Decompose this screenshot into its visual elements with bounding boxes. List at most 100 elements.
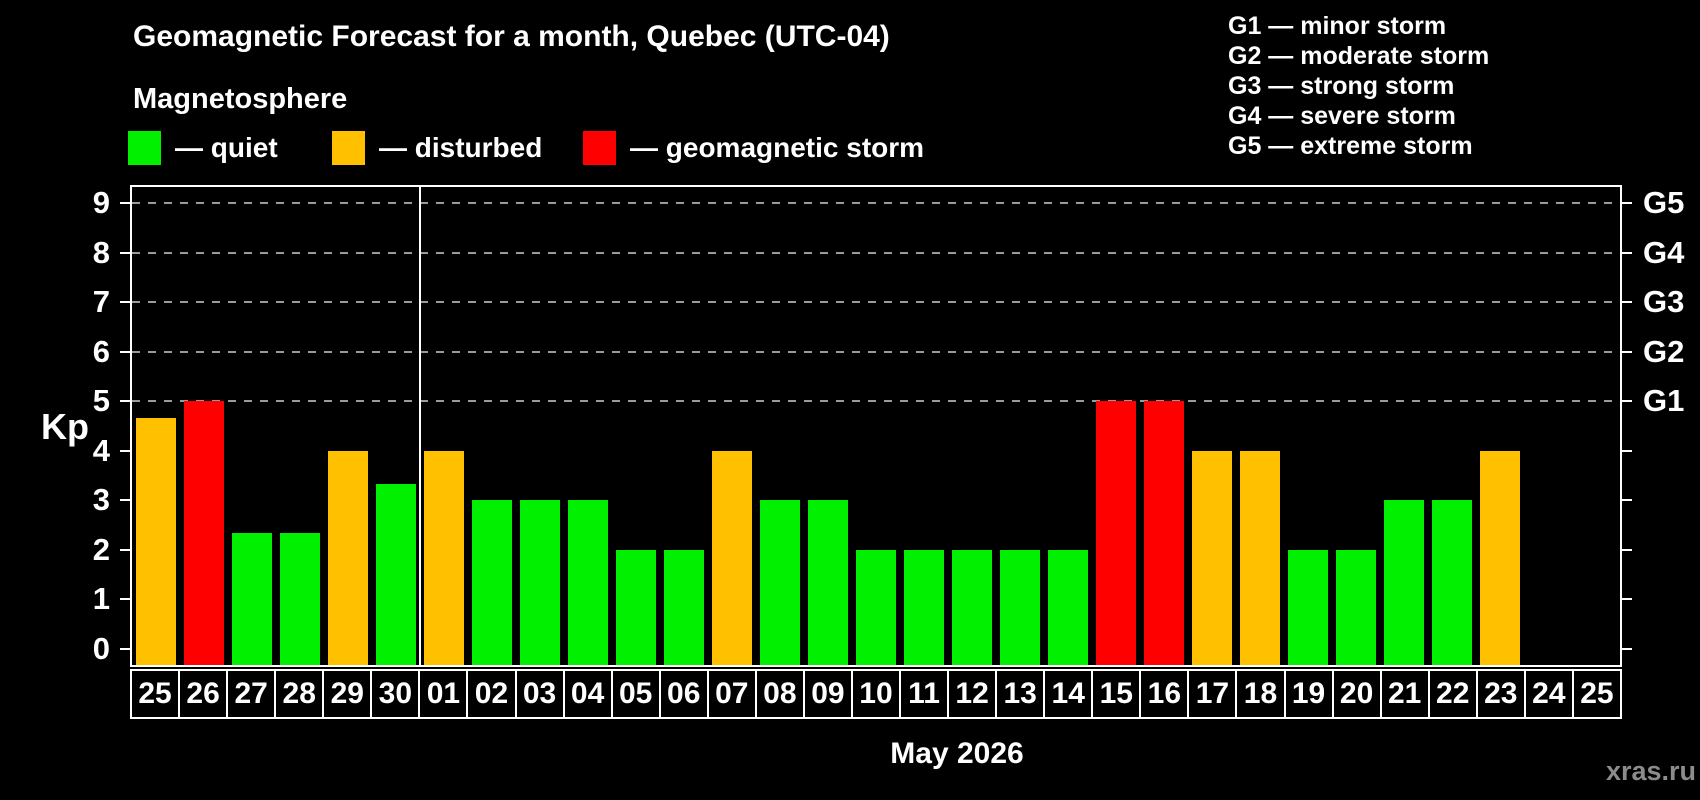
y-tick-left-5 bbox=[120, 400, 130, 403]
y-tick-left-7 bbox=[120, 301, 130, 304]
gridline-kp7 bbox=[132, 301, 1620, 304]
legend-item-geomagnetic-storm: — geomagnetic storm bbox=[583, 131, 924, 165]
kp-bar-26 bbox=[184, 401, 224, 665]
y-tick-left-8 bbox=[120, 251, 130, 254]
legend-label-disturbed: — disturbed bbox=[379, 132, 543, 163]
kp-bar-22 bbox=[1432, 500, 1472, 665]
y-tick-left-2 bbox=[120, 548, 130, 551]
kp-bar-06 bbox=[664, 549, 704, 665]
legend-label-quiet: — quiet bbox=[175, 132, 278, 163]
kp-bar-19 bbox=[1288, 549, 1328, 665]
g-level-label-G5: G5 bbox=[1643, 185, 1685, 221]
date-cell-27: 27 bbox=[226, 669, 277, 719]
kp-bar-14 bbox=[1048, 549, 1088, 665]
g-scale-legend-line: G2 — moderate storm bbox=[1228, 42, 1490, 70]
kp-bar-29 bbox=[328, 450, 368, 665]
date-cell-24: 24 bbox=[1523, 669, 1574, 719]
date-cell-20: 20 bbox=[1331, 669, 1382, 719]
date-cell-16: 16 bbox=[1139, 669, 1190, 719]
kp-bar-30 bbox=[376, 483, 416, 665]
date-cell-26: 26 bbox=[178, 669, 229, 719]
y-tick-left-6 bbox=[120, 350, 130, 353]
date-cell-11: 11 bbox=[899, 669, 950, 719]
legend-item-disturbed: — disturbed bbox=[332, 131, 542, 165]
y-tick-left-3 bbox=[120, 499, 130, 502]
legend-label-geomagnetic-storm: — geomagnetic storm bbox=[630, 132, 925, 163]
date-cell-08: 08 bbox=[754, 669, 805, 719]
y-tick-right-6 bbox=[1622, 350, 1632, 353]
date-cell-03: 03 bbox=[514, 669, 565, 719]
date-cell-15: 15 bbox=[1091, 669, 1142, 719]
y-tick-right-2 bbox=[1622, 548, 1632, 551]
g-scale-legend-line: G4 — severe storm bbox=[1228, 102, 1456, 130]
y-tick-right-3 bbox=[1622, 499, 1632, 502]
y-tick-left-4 bbox=[120, 449, 130, 452]
date-axis: 25 26 27 28 29 30 01 02 03 04 05 06 07 08 09 10 11 12 13 14… bbox=[130, 669, 1622, 719]
date-cell-22: 22 bbox=[1427, 669, 1478, 719]
date-cell-19: 19 bbox=[1283, 669, 1334, 719]
month-label: May 2026 bbox=[890, 737, 1024, 770]
date-cell-28: 28 bbox=[274, 669, 325, 719]
legend-swatch-geomagnetic-storm bbox=[583, 131, 616, 165]
watermark: xras.ru bbox=[1605, 756, 1696, 786]
month-separator-line bbox=[419, 187, 421, 665]
kp-bar-23 bbox=[1480, 450, 1520, 665]
legend-swatch-disturbed bbox=[332, 131, 365, 165]
kp-bar-07 bbox=[712, 450, 752, 665]
g-level-label-G4: G4 bbox=[1643, 234, 1685, 270]
date-cell-25: 25 bbox=[130, 669, 181, 719]
kp-bar-04 bbox=[568, 500, 608, 665]
date-cell-04: 04 bbox=[562, 669, 613, 719]
date-cell-02: 02 bbox=[466, 669, 517, 719]
date-cell-05: 05 bbox=[610, 669, 661, 719]
g-level-label-G3: G3 bbox=[1643, 284, 1685, 320]
kp-bar-11 bbox=[904, 549, 944, 665]
gridline-kp5 bbox=[132, 400, 1620, 403]
g-scale-legend-line: G3 — strong storm bbox=[1228, 72, 1455, 100]
kp-bar-16 bbox=[1144, 401, 1184, 665]
kp-bar-08 bbox=[760, 500, 800, 665]
y-tick-label-8: 8 bbox=[92, 234, 110, 270]
y-tick-right-0 bbox=[1622, 647, 1632, 650]
kp-bar-02 bbox=[472, 500, 512, 665]
y-tick-left-9 bbox=[120, 202, 130, 205]
g-level-label-G2: G2 bbox=[1643, 333, 1685, 369]
legend-swatch-quiet bbox=[128, 131, 161, 165]
y-tick-label-4: 4 bbox=[92, 432, 110, 468]
date-cell-01: 01 bbox=[418, 669, 469, 719]
kp-bar-28 bbox=[280, 533, 320, 665]
gridline-kp9 bbox=[132, 202, 1620, 205]
kp-bar-15 bbox=[1096, 401, 1136, 665]
y-tick-label-7: 7 bbox=[92, 284, 110, 320]
date-cell-12: 12 bbox=[947, 669, 998, 719]
g-scale-legend-line: G5 — extreme storm bbox=[1228, 132, 1473, 160]
date-cell-17: 17 bbox=[1187, 669, 1238, 719]
y-tick-label-9: 9 bbox=[92, 185, 110, 221]
y-tick-right-7 bbox=[1622, 301, 1632, 304]
date-cell-06: 06 bbox=[658, 669, 709, 719]
date-cell-30: 30 bbox=[370, 669, 421, 719]
y-tick-label-5: 5 bbox=[92, 383, 110, 419]
y-tick-label-3: 3 bbox=[92, 482, 110, 518]
plot-inner bbox=[132, 187, 1620, 665]
g-level-label-G1: G1 bbox=[1643, 383, 1685, 419]
kp-bar-09 bbox=[808, 500, 848, 665]
y-tick-label-6: 6 bbox=[92, 333, 110, 369]
y-tick-left-0 bbox=[120, 647, 130, 650]
y-tick-left-1 bbox=[120, 598, 130, 601]
date-cell-09: 09 bbox=[802, 669, 853, 719]
y-tick-right-1 bbox=[1622, 598, 1632, 601]
kp-bar-05 bbox=[616, 549, 656, 665]
y-tick-right-8 bbox=[1622, 251, 1632, 254]
chart-title: Geomagnetic Forecast for a month, Quebec… bbox=[133, 20, 890, 53]
y-tick-right-5 bbox=[1622, 400, 1632, 403]
kp-bar-18 bbox=[1240, 450, 1280, 665]
kp-bar-17 bbox=[1192, 450, 1232, 665]
kp-bar-21 bbox=[1384, 500, 1424, 665]
plot-area bbox=[130, 185, 1622, 667]
y-tick-right-9 bbox=[1622, 202, 1632, 205]
g-scale-legend-line: G1 — minor storm bbox=[1228, 12, 1447, 40]
gridline-kp6 bbox=[132, 350, 1620, 353]
date-cell-07: 07 bbox=[706, 669, 757, 719]
